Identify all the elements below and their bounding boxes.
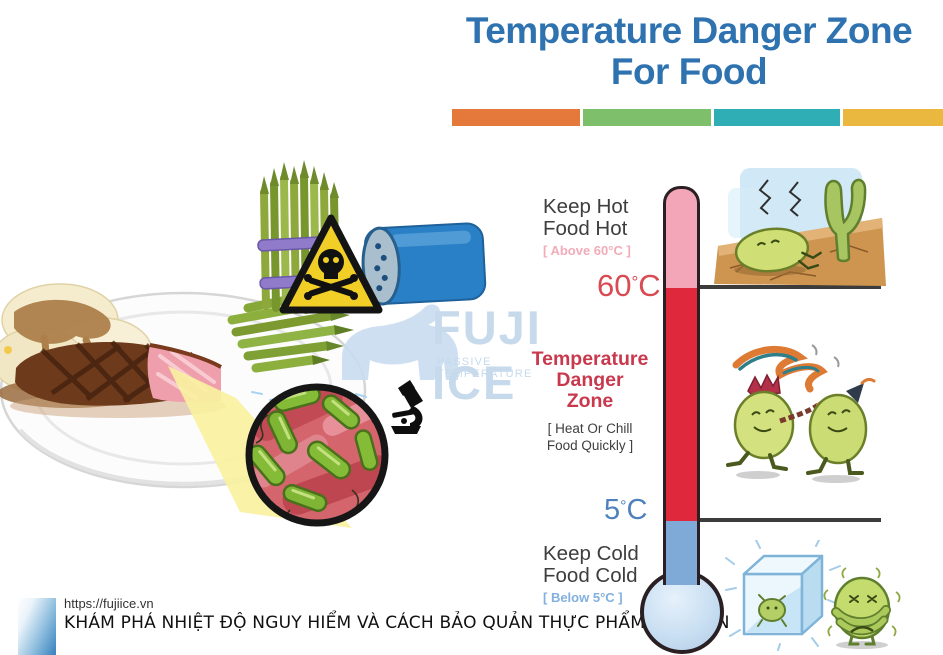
danger-zone-cartoon [726, 344, 876, 483]
cactus [824, 178, 867, 263]
color-bar-segment-orange [452, 109, 580, 126]
footer-bar: https://fujiice.vn KHÁM PHÁ NHIỆT ĐỘ NGU… [0, 590, 943, 655]
color-bar-segment-green [583, 109, 711, 126]
butter-dot [4, 346, 12, 354]
thermometer-cold-fill [666, 521, 697, 585]
thermometer-tube [663, 186, 700, 585]
microscope-icon [391, 380, 423, 434]
hot-label-line-2: Food Hot [543, 217, 628, 240]
food-plate-scene [0, 160, 487, 528]
frost-sparkles [725, 540, 841, 651]
heat-squiggles [758, 179, 802, 217]
party-hat [846, 383, 864, 403]
gravy [14, 299, 111, 344]
shivering-germ [823, 567, 901, 649]
danger-zone-label: Temperature Danger Zone [ Heat Or Chill … [523, 349, 657, 454]
shiver-squiggles [823, 567, 901, 637]
footer-headline: KHÁM PHÁ NHIỆT ĐỘ NGUY HIỂM VÀ CÁCH BẢO … [64, 613, 730, 633]
skull-crossbones-icon [304, 249, 358, 300]
hot-range-note: [ Above 60°C ] [543, 243, 631, 258]
poison-warning-triangle-icon [279, 214, 383, 314]
ice-cube [725, 540, 841, 651]
cold-label-line-2: Food Cold [543, 564, 638, 587]
hot-label-line-1: Keep Hot [543, 195, 629, 218]
party-germ-right [806, 377, 876, 475]
cold-zone-label: Keep Cold Food Cold [ Below 5°C ] [543, 542, 639, 606]
hot-zone-cartoon [714, 168, 886, 286]
cold-range-note: [ Below 5°C ] [543, 590, 623, 605]
color-bar-segment-teal [714, 109, 840, 126]
danger-line-3: Zone [566, 390, 614, 412]
frozen-germ [757, 594, 787, 627]
hot-threshold-temperature: 60°C [597, 268, 661, 303]
hot-threshold-line [700, 285, 881, 289]
brand-gradient-square [18, 598, 56, 655]
cold-threshold-line [700, 518, 881, 522]
title-line-2: For Food [610, 51, 768, 92]
cold-threshold-temperature: 5°C [604, 494, 648, 526]
blue-can [361, 222, 487, 306]
cold-zone-cartoon [725, 540, 901, 651]
hot-zone-label: Keep Hot Food Hot [ Above 60°C ] [543, 195, 631, 259]
footer-url: https://fujiice.vn [64, 596, 154, 611]
color-bar-segment-gold [843, 109, 943, 126]
danger-line-2: Danger [556, 369, 624, 391]
can-end-cap [361, 226, 401, 306]
bacteria-magnified-view [245, 383, 389, 527]
decorative-color-bar [452, 109, 943, 126]
danger-line-1: Temperature [531, 348, 649, 370]
danger-advice: [ Heat Or Chill Food Quickly ] [546, 421, 634, 453]
page-title: Temperature Danger Zone For Food [448, 10, 930, 92]
streamer-ribbon [732, 345, 828, 393]
exhausted-germ [734, 227, 822, 273]
thermometer-danger-fill [666, 288, 697, 521]
cold-label-line-1: Keep Cold [543, 542, 639, 565]
bacteria-cells [251, 389, 379, 513]
title-line-1: Temperature Danger Zone [465, 10, 913, 51]
